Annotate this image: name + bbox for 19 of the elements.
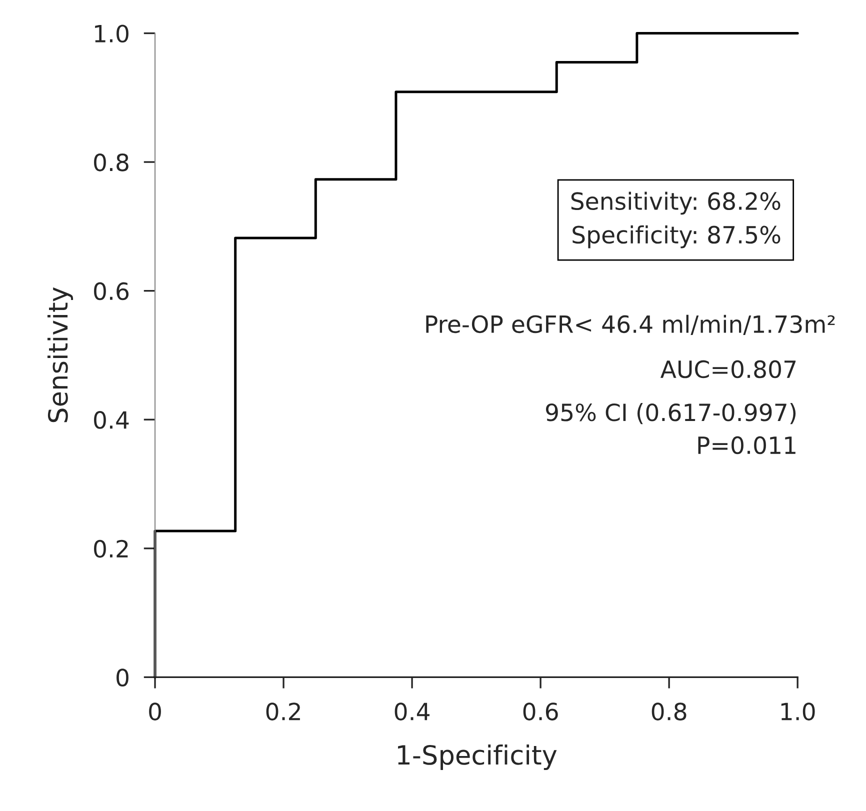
annotation: Pre-OP eGFR< 46.4 ml/min/1.73m² [426, 314, 835, 335]
annotation: AUC=0.807 [660, 360, 796, 378]
x-tick-label: 1.0 [781, 702, 815, 720]
x-tick-label: 0.8 [652, 702, 686, 720]
y-tick-label: 0.8 [94, 153, 128, 172]
annotation: P=0.011 [698, 436, 796, 454]
y-tick-label: 0 [116, 668, 128, 686]
x-tick-label: 0 [149, 702, 161, 720]
annotation: 95% CI (0.617-0.997) [546, 403, 796, 424]
y-tick-label: 0.4 [94, 411, 129, 429]
x-tick-label: 0.2 [266, 702, 300, 720]
x-axis-title: 1-Specificity [398, 744, 557, 770]
x-tick-label: 0.6 [523, 702, 558, 720]
y-axis-title: Sensitivity [47, 287, 74, 422]
annotation: Sensitivity: 68.2% Specificity: 87.5% [571, 192, 780, 248]
x-tick-label: 0.4 [394, 702, 430, 720]
y-tick-label: 1.0 [95, 24, 128, 43]
y-tick-label: 0.6 [94, 282, 129, 300]
y-tick-label: 0.2 [94, 540, 128, 558]
